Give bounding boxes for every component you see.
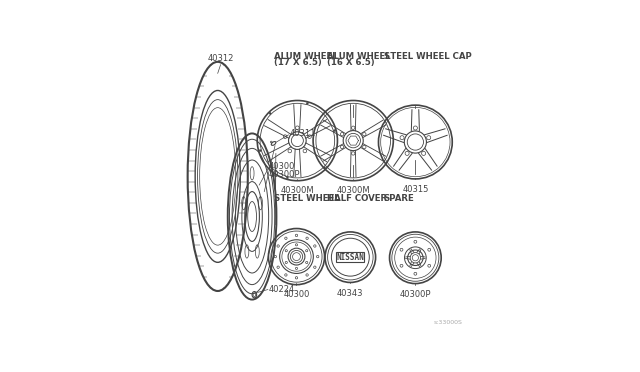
Text: 40312: 40312 [207,54,234,63]
Text: s:33000S: s:33000S [434,320,463,326]
Circle shape [333,129,335,132]
Circle shape [259,150,261,151]
Circle shape [269,112,271,114]
Text: 40300P: 40300P [269,170,300,179]
Text: STEEL WHEEL: STEEL WHEEL [273,193,339,203]
Text: STEEL WHEEL CAP: STEEL WHEEL CAP [384,52,472,61]
Text: 40300P: 40300P [399,291,431,299]
Text: 40343: 40343 [337,289,364,298]
Text: 40300: 40300 [284,291,310,299]
Text: ALUM WHEEL: ALUM WHEEL [328,52,391,61]
Bar [337,252,364,263]
Text: 40300: 40300 [269,162,295,171]
Text: (17 X 6.5): (17 X 6.5) [273,58,321,67]
Text: 40224: 40224 [269,285,295,294]
Text: (16 X 6.5): (16 X 6.5) [328,58,375,67]
Circle shape [286,177,289,179]
Circle shape [307,102,308,105]
Text: 40300M: 40300M [337,186,370,195]
Text: 40311: 40311 [289,129,316,138]
Text: SPARE: SPARE [384,193,415,203]
Circle shape [324,167,326,169]
Text: 40315: 40315 [402,185,429,194]
Text: NISSAN: NISSAN [337,253,364,262]
Text: 40300M: 40300M [280,186,314,195]
Text: ALUM WHEEL: ALUM WHEEL [273,52,337,61]
Text: HALF COVER: HALF COVER [328,193,388,203]
